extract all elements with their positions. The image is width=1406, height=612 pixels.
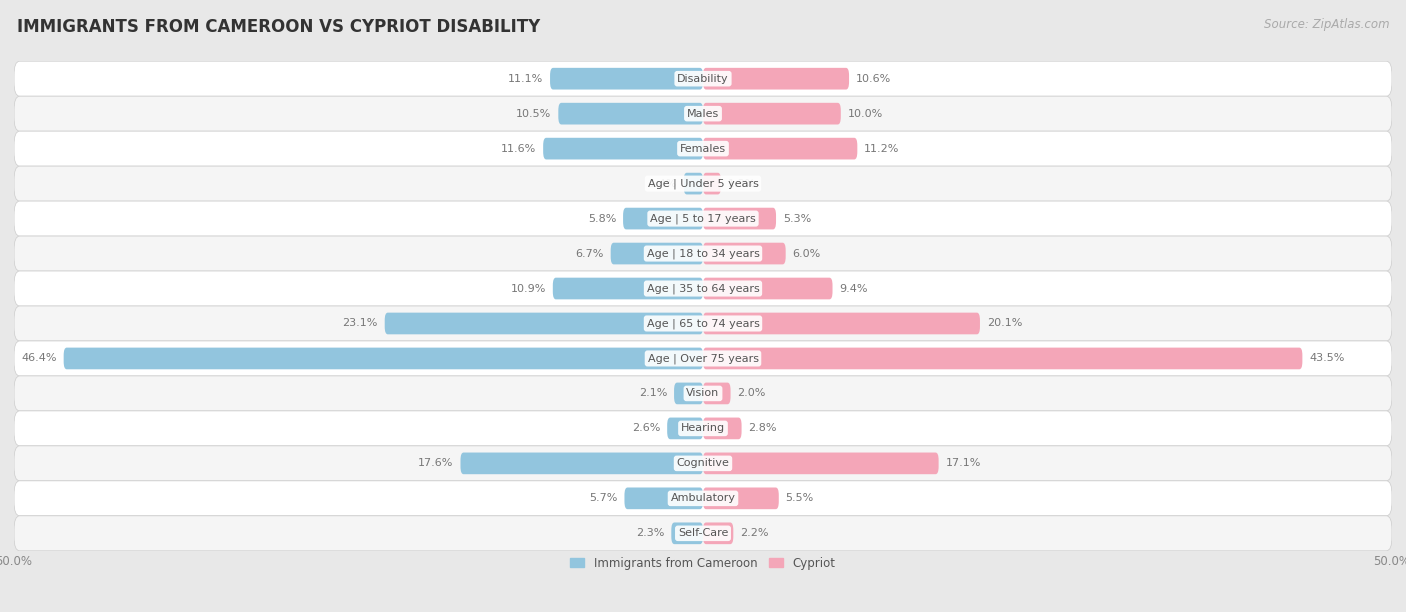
FancyBboxPatch shape bbox=[703, 278, 832, 299]
FancyBboxPatch shape bbox=[14, 61, 1392, 96]
Text: 10.6%: 10.6% bbox=[856, 73, 891, 84]
FancyBboxPatch shape bbox=[703, 68, 849, 89]
Text: Disability: Disability bbox=[678, 73, 728, 84]
Text: IMMIGRANTS FROM CAMEROON VS CYPRIOT DISABILITY: IMMIGRANTS FROM CAMEROON VS CYPRIOT DISA… bbox=[17, 18, 540, 36]
FancyBboxPatch shape bbox=[14, 271, 1392, 306]
FancyBboxPatch shape bbox=[703, 207, 776, 230]
Text: Age | 5 to 17 years: Age | 5 to 17 years bbox=[650, 214, 756, 224]
Text: 11.6%: 11.6% bbox=[501, 144, 536, 154]
Text: 2.8%: 2.8% bbox=[748, 424, 778, 433]
FancyBboxPatch shape bbox=[671, 523, 703, 544]
Text: Age | 65 to 74 years: Age | 65 to 74 years bbox=[647, 318, 759, 329]
FancyBboxPatch shape bbox=[14, 131, 1392, 166]
FancyBboxPatch shape bbox=[703, 138, 858, 160]
FancyBboxPatch shape bbox=[14, 306, 1392, 341]
Legend: Immigrants from Cameroon, Cypriot: Immigrants from Cameroon, Cypriot bbox=[565, 552, 841, 574]
FancyBboxPatch shape bbox=[14, 481, 1392, 516]
Text: 10.0%: 10.0% bbox=[848, 109, 883, 119]
Text: 10.5%: 10.5% bbox=[516, 109, 551, 119]
FancyBboxPatch shape bbox=[385, 313, 703, 334]
Text: 20.1%: 20.1% bbox=[987, 318, 1022, 329]
Text: 11.1%: 11.1% bbox=[508, 73, 543, 84]
Text: 10.9%: 10.9% bbox=[510, 283, 546, 294]
FancyBboxPatch shape bbox=[703, 417, 741, 439]
Text: 11.2%: 11.2% bbox=[865, 144, 900, 154]
FancyBboxPatch shape bbox=[610, 243, 703, 264]
Text: 9.4%: 9.4% bbox=[839, 283, 868, 294]
FancyBboxPatch shape bbox=[461, 452, 703, 474]
FancyBboxPatch shape bbox=[703, 452, 939, 474]
FancyBboxPatch shape bbox=[623, 207, 703, 230]
Text: 5.3%: 5.3% bbox=[783, 214, 811, 223]
Text: Hearing: Hearing bbox=[681, 424, 725, 433]
Text: 43.5%: 43.5% bbox=[1309, 354, 1344, 364]
Text: 2.3%: 2.3% bbox=[636, 528, 665, 539]
FancyBboxPatch shape bbox=[14, 376, 1392, 411]
FancyBboxPatch shape bbox=[703, 488, 779, 509]
Text: Females: Females bbox=[681, 144, 725, 154]
Text: 5.7%: 5.7% bbox=[589, 493, 617, 503]
Text: Age | Under 5 years: Age | Under 5 years bbox=[648, 178, 758, 189]
FancyBboxPatch shape bbox=[558, 103, 703, 124]
Text: Age | 18 to 34 years: Age | 18 to 34 years bbox=[647, 248, 759, 259]
Text: Age | Over 75 years: Age | Over 75 years bbox=[648, 353, 758, 364]
FancyBboxPatch shape bbox=[63, 348, 703, 369]
FancyBboxPatch shape bbox=[703, 173, 721, 195]
FancyBboxPatch shape bbox=[703, 382, 731, 405]
FancyBboxPatch shape bbox=[14, 341, 1392, 376]
Text: 6.0%: 6.0% bbox=[793, 248, 821, 258]
Text: 46.4%: 46.4% bbox=[21, 354, 56, 364]
Text: 1.4%: 1.4% bbox=[648, 179, 676, 188]
Text: Cognitive: Cognitive bbox=[676, 458, 730, 468]
Text: Source: ZipAtlas.com: Source: ZipAtlas.com bbox=[1264, 18, 1389, 31]
Text: 2.1%: 2.1% bbox=[638, 389, 668, 398]
Text: 5.5%: 5.5% bbox=[786, 493, 814, 503]
Text: 23.1%: 23.1% bbox=[343, 318, 378, 329]
FancyBboxPatch shape bbox=[703, 523, 734, 544]
Text: Vision: Vision bbox=[686, 389, 720, 398]
FancyBboxPatch shape bbox=[624, 488, 703, 509]
Text: Self-Care: Self-Care bbox=[678, 528, 728, 539]
FancyBboxPatch shape bbox=[668, 417, 703, 439]
FancyBboxPatch shape bbox=[550, 68, 703, 89]
Text: 2.0%: 2.0% bbox=[738, 389, 766, 398]
FancyBboxPatch shape bbox=[14, 201, 1392, 236]
Text: 5.8%: 5.8% bbox=[588, 214, 616, 223]
FancyBboxPatch shape bbox=[553, 278, 703, 299]
Text: Males: Males bbox=[688, 109, 718, 119]
FancyBboxPatch shape bbox=[14, 96, 1392, 131]
FancyBboxPatch shape bbox=[703, 243, 786, 264]
FancyBboxPatch shape bbox=[703, 313, 980, 334]
Text: Age | 35 to 64 years: Age | 35 to 64 years bbox=[647, 283, 759, 294]
FancyBboxPatch shape bbox=[14, 516, 1392, 551]
Text: 6.7%: 6.7% bbox=[575, 248, 603, 258]
Text: 2.2%: 2.2% bbox=[740, 528, 769, 539]
FancyBboxPatch shape bbox=[683, 173, 703, 195]
FancyBboxPatch shape bbox=[673, 382, 703, 405]
Text: 17.1%: 17.1% bbox=[945, 458, 981, 468]
FancyBboxPatch shape bbox=[14, 166, 1392, 201]
FancyBboxPatch shape bbox=[14, 236, 1392, 271]
FancyBboxPatch shape bbox=[703, 103, 841, 124]
FancyBboxPatch shape bbox=[703, 348, 1302, 369]
FancyBboxPatch shape bbox=[14, 411, 1392, 446]
Text: Ambulatory: Ambulatory bbox=[671, 493, 735, 503]
FancyBboxPatch shape bbox=[14, 446, 1392, 481]
Text: 2.6%: 2.6% bbox=[631, 424, 661, 433]
Text: 17.6%: 17.6% bbox=[418, 458, 454, 468]
FancyBboxPatch shape bbox=[543, 138, 703, 160]
Text: 1.3%: 1.3% bbox=[728, 179, 756, 188]
